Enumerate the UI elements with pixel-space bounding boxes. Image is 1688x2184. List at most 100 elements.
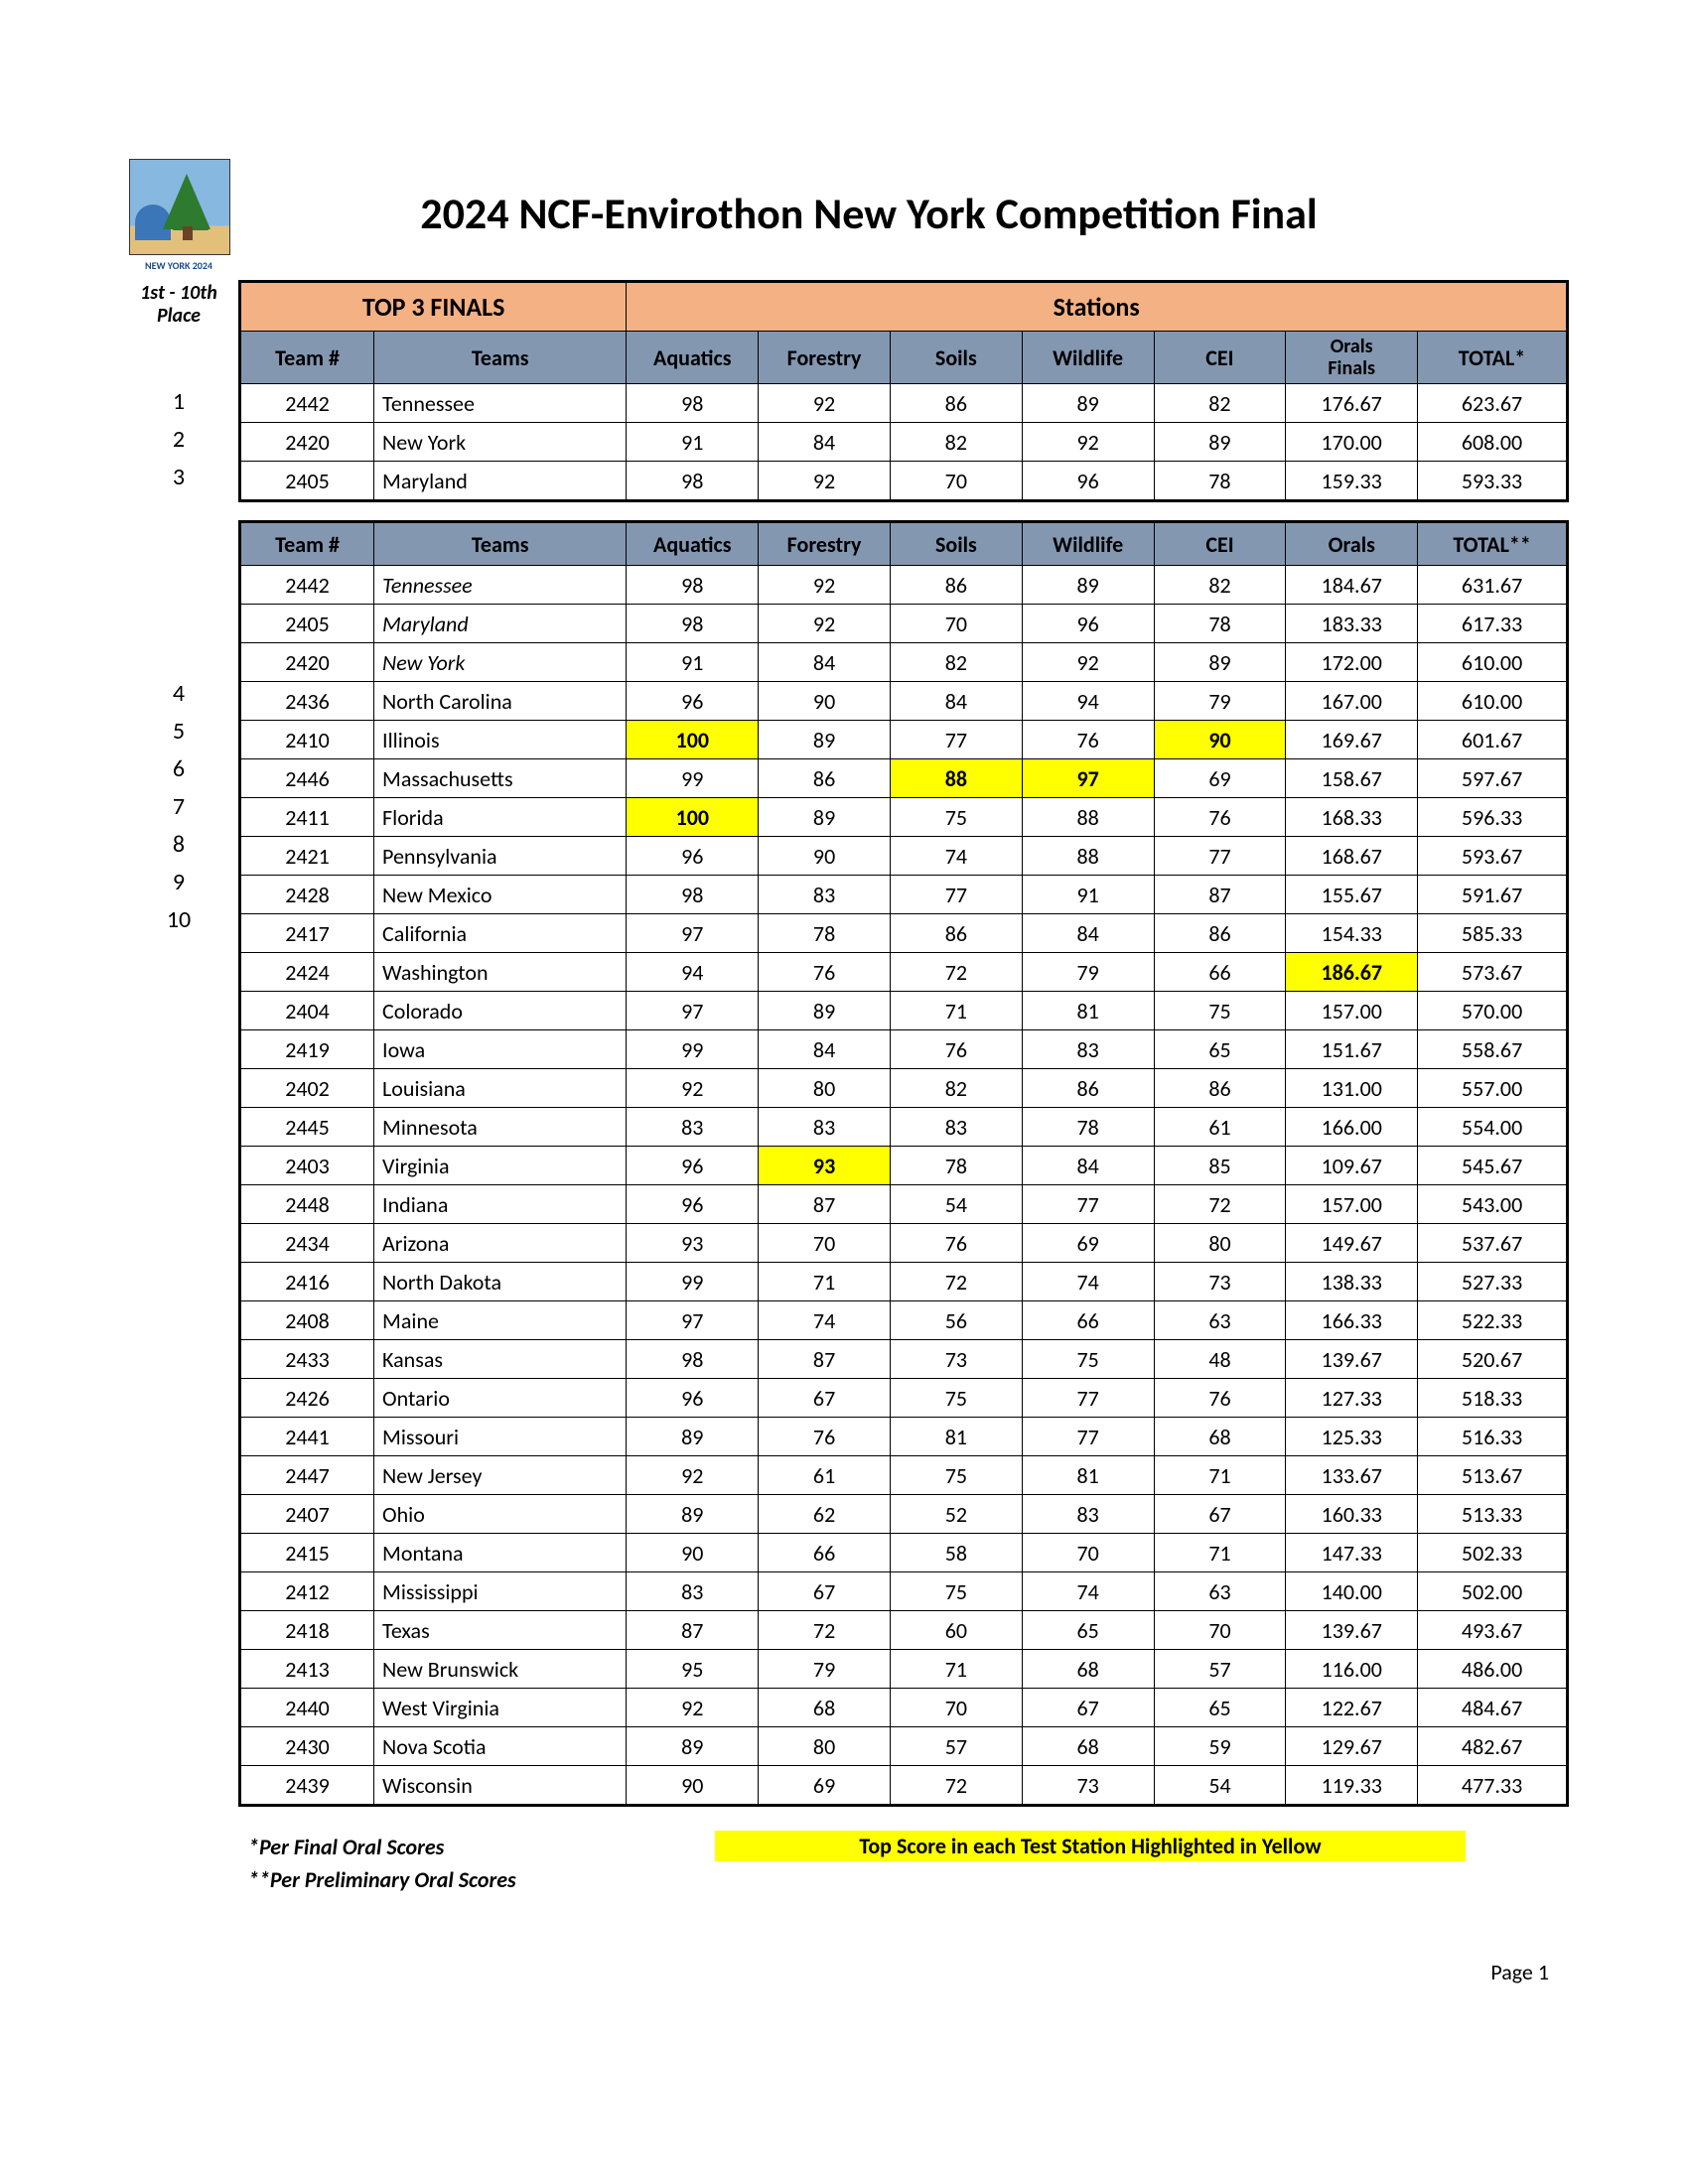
score-cell: 186.67 bbox=[1286, 953, 1418, 992]
score-cell: 96 bbox=[627, 1185, 759, 1224]
score-cell: 154.33 bbox=[1286, 914, 1418, 953]
score-cell: 68 bbox=[1022, 1650, 1154, 1689]
score-cell: 97 bbox=[1022, 759, 1154, 798]
score-cell: 484.67 bbox=[1418, 1689, 1568, 1727]
score-cell: 74 bbox=[759, 1301, 891, 1340]
place-number bbox=[119, 1505, 238, 1543]
top3-column-headers: Team #TeamsAquaticsForestrySoilsWildlife… bbox=[240, 332, 1568, 384]
score-cell: 72 bbox=[890, 1263, 1022, 1301]
score-cell: 545.67 bbox=[1418, 1147, 1568, 1185]
score-cell: 86 bbox=[890, 566, 1022, 605]
score-cell: 97 bbox=[627, 1301, 759, 1340]
team-name: North Carolina bbox=[374, 682, 627, 721]
score-cell: 92 bbox=[1022, 643, 1154, 682]
score-cell: 91 bbox=[627, 423, 759, 462]
score-cell: 83 bbox=[627, 1572, 759, 1611]
team-name: Texas bbox=[374, 1611, 627, 1650]
team-number: 2434 bbox=[240, 1224, 374, 1263]
score-cell: 70 bbox=[890, 462, 1022, 501]
score-cell: 92 bbox=[627, 1456, 759, 1495]
footnotes-left: *Per Final Oral Scores **Per Preliminary… bbox=[248, 1831, 516, 1896]
top3-col-2: Aquatics bbox=[627, 332, 759, 384]
main-row: 2445Minnesota8383837861166.00554.00 bbox=[240, 1108, 1568, 1147]
place-number: 9 bbox=[119, 864, 238, 901]
score-cell: 74 bbox=[1022, 1263, 1154, 1301]
score-cell: 92 bbox=[1022, 423, 1154, 462]
score-cell: 170.00 bbox=[1286, 423, 1418, 462]
top3-header-row1: TOP 3 FINALS Stations bbox=[240, 282, 1568, 332]
team-number: 2407 bbox=[240, 1495, 374, 1534]
score-cell: 94 bbox=[627, 953, 759, 992]
score-cell: 167.00 bbox=[1286, 682, 1418, 721]
score-cell: 76 bbox=[1022, 721, 1154, 759]
footnotes: *Per Final Oral Scores **Per Preliminary… bbox=[119, 1831, 1569, 1896]
score-cell: 79 bbox=[1154, 682, 1286, 721]
team-number: 2439 bbox=[240, 1766, 374, 1806]
top3-col-1: Teams bbox=[374, 332, 627, 384]
team-name: Mississippi bbox=[374, 1572, 627, 1611]
team-name: Virginia bbox=[374, 1147, 627, 1185]
score-cell: 149.67 bbox=[1286, 1224, 1418, 1263]
score-cell: 631.67 bbox=[1418, 566, 1568, 605]
score-cell: 83 bbox=[890, 1108, 1022, 1147]
score-cell: 129.67 bbox=[1286, 1727, 1418, 1766]
score-cell: 91 bbox=[627, 643, 759, 682]
score-cell: 84 bbox=[1022, 1147, 1154, 1185]
score-cell: 92 bbox=[759, 605, 891, 643]
team-number: 2408 bbox=[240, 1301, 374, 1340]
score-cell: 77 bbox=[1154, 837, 1286, 876]
main-column-headers: Team #TeamsAquaticsForestrySoilsWildlife… bbox=[240, 522, 1568, 566]
place-label-line1: 1st - 10th bbox=[140, 281, 217, 305]
team-number: 2404 bbox=[240, 992, 374, 1030]
score-cell: 77 bbox=[1022, 1185, 1154, 1224]
score-cell: 96 bbox=[627, 682, 759, 721]
score-cell: 81 bbox=[890, 1418, 1022, 1456]
score-cell: 83 bbox=[759, 1108, 891, 1147]
score-cell: 90 bbox=[759, 837, 891, 876]
main-row: 2417California9778868486154.33585.33 bbox=[240, 914, 1568, 953]
place-label: 1st - 10th Place bbox=[119, 282, 238, 328]
score-cell: 89 bbox=[1154, 423, 1286, 462]
team-name: New Mexico bbox=[374, 876, 627, 914]
team-name: Maryland bbox=[374, 462, 627, 501]
place-number: 2 bbox=[119, 421, 238, 459]
team-number: 2412 bbox=[240, 1572, 374, 1611]
main-row: 2402Louisiana9280828686131.00557.00 bbox=[240, 1069, 1568, 1108]
score-cell: 86 bbox=[1154, 1069, 1286, 1108]
main-row: 2407Ohio8962528367160.33513.33 bbox=[240, 1495, 1568, 1534]
score-cell: 58 bbox=[890, 1534, 1022, 1572]
score-cell: 138.33 bbox=[1286, 1263, 1418, 1301]
main-row: 2448Indiana9687547772157.00543.00 bbox=[240, 1185, 1568, 1224]
footnote-2: **Per Preliminary Oral Scores bbox=[248, 1863, 516, 1896]
score-cell: 610.00 bbox=[1418, 682, 1568, 721]
score-cell: 116.00 bbox=[1286, 1650, 1418, 1689]
main-row: 2439Wisconsin9069727354119.33477.33 bbox=[240, 1766, 1568, 1806]
score-cell: 83 bbox=[627, 1108, 759, 1147]
score-cell: 84 bbox=[759, 1030, 891, 1069]
score-cell: 184.67 bbox=[1286, 566, 1418, 605]
score-cell: 591.67 bbox=[1418, 876, 1568, 914]
score-cell: 88 bbox=[1022, 798, 1154, 837]
main-row: 2446Massachusetts9986889769158.67597.67 bbox=[240, 759, 1568, 798]
team-name: Missouri bbox=[374, 1418, 627, 1456]
main-row: 2405Maryland9892709678183.33617.33 bbox=[240, 605, 1568, 643]
score-cell: 78 bbox=[759, 914, 891, 953]
team-name: Maine bbox=[374, 1301, 627, 1340]
team-number: 2413 bbox=[240, 1650, 374, 1689]
score-cell: 60 bbox=[890, 1611, 1022, 1650]
score-cell: 608.00 bbox=[1418, 423, 1568, 462]
score-cell: 71 bbox=[759, 1263, 891, 1301]
score-cell: 54 bbox=[1154, 1766, 1286, 1806]
team-name: Tennessee bbox=[374, 384, 627, 423]
top3-col-0: Team # bbox=[240, 332, 374, 384]
team-number: 2405 bbox=[240, 462, 374, 501]
top3-heading-left: TOP 3 FINALS bbox=[240, 282, 627, 332]
score-cell: 76 bbox=[759, 953, 891, 992]
score-cell: 482.67 bbox=[1418, 1727, 1568, 1766]
score-cell: 96 bbox=[627, 837, 759, 876]
score-cell: 66 bbox=[1154, 953, 1286, 992]
place-number bbox=[119, 1656, 238, 1694]
place-number bbox=[119, 1580, 238, 1618]
top3-heading-right: Stations bbox=[627, 282, 1568, 332]
logo-tree-icon-2 bbox=[173, 195, 209, 230]
